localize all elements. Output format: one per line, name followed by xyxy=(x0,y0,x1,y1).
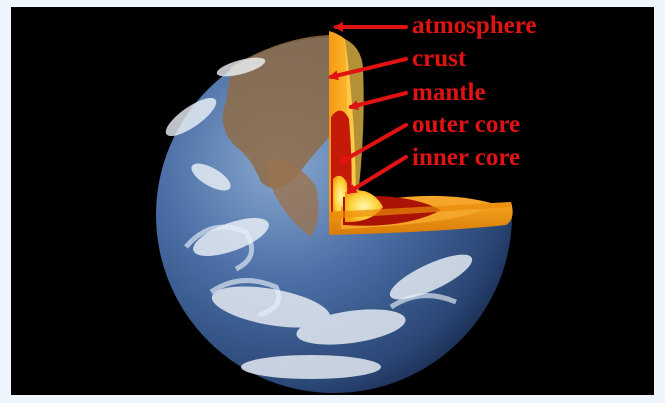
cutaway-void xyxy=(329,7,654,212)
diagram-canvas: atmosphere crust mantle outer core inner… xyxy=(11,7,654,395)
label-crust: crust xyxy=(412,45,467,72)
arrow-crust xyxy=(328,57,408,81)
leader-arrows xyxy=(328,22,408,194)
earth-cutaway-illustration xyxy=(156,7,654,393)
label-inner-core: inner core xyxy=(412,144,521,171)
horizontal-cut-face xyxy=(329,190,513,235)
arrow-mantle xyxy=(348,91,408,111)
arrow-inner-core xyxy=(346,155,408,194)
arrow-outer-core xyxy=(338,123,408,164)
label-mantle: mantle xyxy=(412,79,486,106)
label-atmosphere: atmosphere xyxy=(412,12,537,39)
label-outer-core: outer core xyxy=(412,111,521,138)
